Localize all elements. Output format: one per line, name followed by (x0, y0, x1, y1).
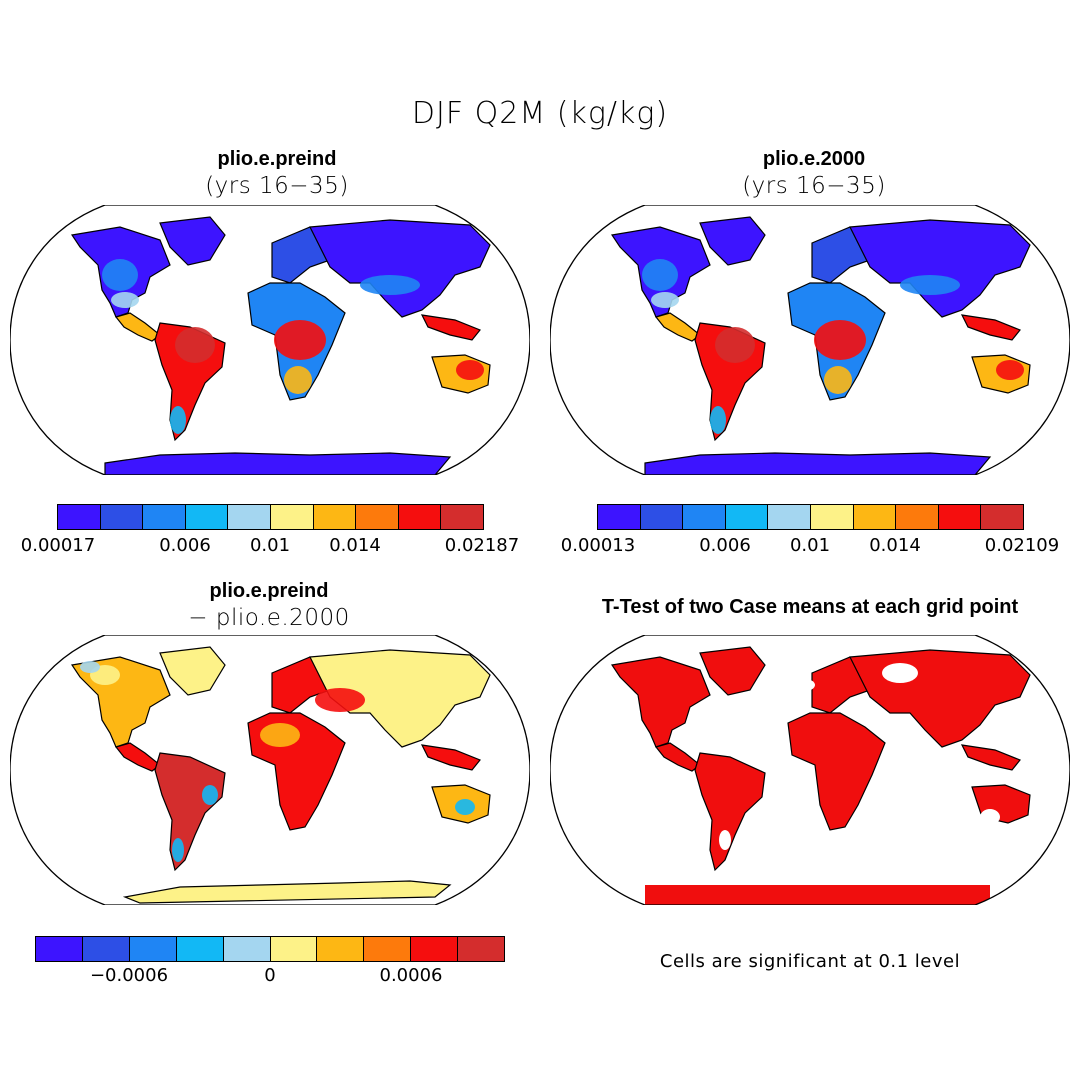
asia-region (309, 649, 491, 748)
camerica-significant-region (654, 742, 701, 772)
colorbar-2000-tick: 0.006 (699, 535, 751, 556)
asia-region (309, 219, 491, 318)
colorbar-difference (35, 936, 505, 962)
antarctica-significant-region (645, 885, 990, 905)
asia-south-band (900, 275, 960, 295)
panel-1-title: plio.e.preind (217, 148, 337, 170)
north-america-midlat-band (642, 259, 678, 291)
south-america-core (175, 327, 215, 363)
south-america-region (154, 752, 226, 872)
colorbar-difference-tick: −0.0006 (89, 965, 169, 986)
greenland-significant-region (699, 646, 766, 696)
map-2000 (550, 205, 1070, 475)
panel-4-title: T-Test of two Case means at each grid po… (601, 596, 1019, 618)
asia-south-band (360, 275, 420, 295)
australia-north-band (456, 360, 484, 380)
southeast-asia-region (420, 744, 481, 771)
seasia-significant-region (960, 744, 1021, 771)
colorbar-preind-tick: 0.01 (249, 535, 291, 556)
greenland-region (159, 646, 226, 696)
africa-south-band (824, 366, 852, 394)
south-america-south-band (710, 406, 726, 434)
australia-north-band (996, 360, 1024, 380)
map-ttest (550, 635, 1070, 905)
asia-significant-region (849, 649, 1031, 748)
north-america-south-band (651, 292, 679, 308)
colorbar-preind-tick: 0.00017 (20, 535, 96, 556)
colorbar-preind (57, 504, 484, 530)
insignificant-area (719, 830, 731, 850)
colorbar-2000-tick: 0.02109 (984, 535, 1060, 556)
colorbar-2000-tick: 0.014 (869, 535, 921, 556)
colorbar-preind-tick: 0.02187 (444, 535, 520, 556)
panel-3-subtitle: − plio.e.2000 (188, 605, 350, 631)
australia-interior-spot (455, 799, 475, 815)
africa-equatorial-band (814, 320, 866, 360)
asia-region (849, 219, 1031, 318)
greenland-region (159, 216, 226, 266)
colorbar-preind-tick: 0.014 (329, 535, 381, 556)
alaska-band (80, 661, 100, 673)
colorbar-preind-tick: 0.006 (159, 535, 211, 556)
south-america-south-band (170, 406, 186, 434)
southeast-asia-region (960, 314, 1021, 341)
insignificant-area (882, 663, 918, 683)
map-frame (10, 205, 530, 475)
greenland-region (699, 216, 766, 266)
central-america-region (114, 312, 161, 342)
map-frame (550, 205, 1070, 475)
map-difference (10, 635, 530, 905)
panel-3-title: plio.e.preind (209, 580, 329, 602)
insignificant-area (795, 679, 815, 691)
colorbar-2000-tick: 0.00013 (560, 535, 636, 556)
panel-1-subtitle: (yrs 16−35) (205, 173, 349, 199)
map-preind (10, 205, 530, 475)
south-america-core (715, 327, 755, 363)
colorbar-2000-tick: 0.01 (789, 535, 831, 556)
africa-equatorial-band (274, 320, 326, 360)
antarctica-region (104, 452, 452, 475)
antarctica-region (122, 880, 452, 904)
ttest-significance-note: Cells are significant at 0.1 level (659, 951, 961, 972)
africa-significant-region (787, 712, 886, 831)
africa-south-band (284, 366, 312, 394)
map-frame (550, 635, 1070, 905)
middle-east-band (315, 688, 365, 712)
south-america-east-spot (202, 785, 218, 805)
samerica-significant-region (694, 752, 766, 872)
north-america-midlat-band (102, 259, 138, 291)
insignificant-area (980, 809, 1000, 825)
central-america-region (654, 312, 701, 342)
map-frame (10, 635, 530, 905)
colorbar-difference-tick: 0.0006 (379, 965, 443, 986)
south-america-south-spot (172, 838, 184, 862)
colorbar-difference-tick: 0 (264, 965, 276, 986)
panel-2-subtitle: (yrs 16−35) (742, 173, 886, 199)
figure-title: DJF Q2M (kg/kg) (411, 96, 669, 131)
sahara-band (260, 723, 300, 747)
north-america-south-band (111, 292, 139, 308)
southeast-asia-region (420, 314, 481, 341)
namerica-significant-region (610, 656, 711, 748)
central-america-region (114, 742, 161, 772)
colorbar-2000 (597, 504, 1024, 530)
panel-2-title: plio.e.2000 (762, 148, 866, 170)
antarctica-region (644, 452, 992, 475)
